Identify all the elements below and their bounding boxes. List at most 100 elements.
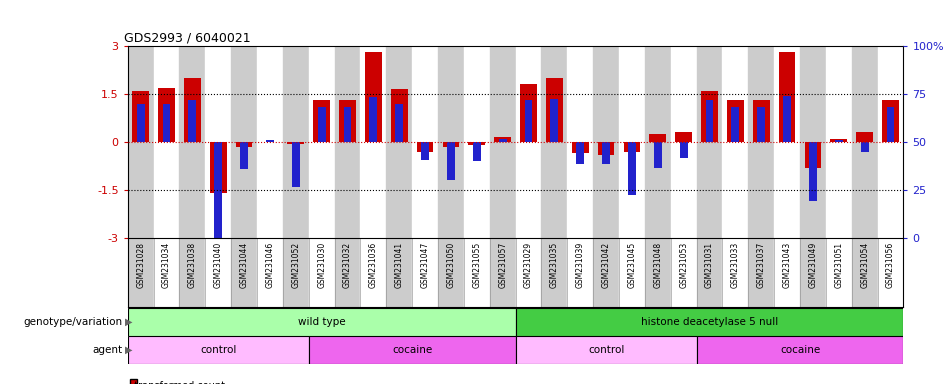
Bar <box>386 238 412 307</box>
Bar <box>339 101 356 142</box>
Bar <box>831 139 848 142</box>
Bar <box>137 104 145 142</box>
Bar <box>701 91 718 142</box>
Bar <box>490 46 516 238</box>
Text: GSM231038: GSM231038 <box>188 242 197 288</box>
Bar <box>571 142 588 153</box>
Bar <box>541 238 568 307</box>
Bar <box>576 142 584 164</box>
Bar <box>412 46 438 238</box>
Bar <box>520 84 537 142</box>
Bar <box>628 142 636 195</box>
Text: GDS2993 / 6040021: GDS2993 / 6040021 <box>124 32 251 45</box>
Bar <box>236 142 253 147</box>
Bar <box>395 104 403 142</box>
Bar <box>288 142 305 144</box>
Text: GSM231039: GSM231039 <box>576 242 585 288</box>
Bar <box>360 238 386 307</box>
Bar <box>180 46 205 238</box>
Text: ▶: ▶ <box>125 317 132 327</box>
Bar <box>205 238 231 307</box>
Bar <box>753 101 770 142</box>
Bar <box>826 238 851 307</box>
Bar <box>783 96 791 142</box>
Bar <box>593 46 619 238</box>
Bar <box>619 46 645 238</box>
Bar <box>231 238 257 307</box>
Text: GSM231055: GSM231055 <box>472 242 482 288</box>
Bar <box>516 336 696 364</box>
Bar <box>447 142 455 180</box>
Bar <box>163 104 170 142</box>
Bar <box>800 238 826 307</box>
Bar <box>619 238 645 307</box>
Text: GSM231040: GSM231040 <box>214 242 222 288</box>
Text: ▶: ▶ <box>125 345 132 355</box>
Bar <box>723 46 748 238</box>
Bar <box>835 141 843 142</box>
Bar <box>774 46 800 238</box>
Text: GSM231048: GSM231048 <box>654 242 662 288</box>
Bar <box>313 101 330 142</box>
Bar <box>516 308 903 336</box>
Text: GSM231035: GSM231035 <box>550 242 559 288</box>
Text: transformed count: transformed count <box>128 381 225 384</box>
Bar <box>882 101 899 142</box>
Bar <box>856 132 873 142</box>
Bar <box>335 46 360 238</box>
Bar <box>748 46 774 238</box>
Text: GSM231053: GSM231053 <box>679 242 688 288</box>
Text: GSM231043: GSM231043 <box>782 242 792 288</box>
Bar <box>443 142 460 147</box>
Bar <box>184 78 201 142</box>
Bar <box>210 142 227 193</box>
Bar <box>391 89 408 142</box>
Bar <box>593 238 619 307</box>
Bar <box>603 142 610 164</box>
Bar <box>878 46 903 238</box>
Bar <box>800 46 826 238</box>
Bar <box>490 238 516 307</box>
Bar <box>851 46 878 238</box>
Text: GSM231042: GSM231042 <box>602 242 610 288</box>
Text: histone deacetylase 5 null: histone deacetylase 5 null <box>640 317 779 327</box>
Bar <box>318 107 325 142</box>
Bar <box>494 137 511 142</box>
Text: GSM231056: GSM231056 <box>886 242 895 288</box>
Bar <box>343 107 351 142</box>
Bar <box>723 238 748 307</box>
Bar <box>696 46 723 238</box>
Bar <box>153 46 180 238</box>
Bar <box>654 142 661 168</box>
Bar <box>365 53 382 142</box>
Bar <box>826 46 851 238</box>
Bar <box>266 139 273 142</box>
Text: GSM231028: GSM231028 <box>136 242 145 288</box>
Bar <box>568 238 593 307</box>
Bar <box>645 46 671 238</box>
Bar <box>370 97 377 142</box>
Bar <box>468 142 485 145</box>
Text: GSM231047: GSM231047 <box>421 242 429 288</box>
Bar <box>696 336 903 364</box>
Text: GSM231034: GSM231034 <box>162 242 171 288</box>
Bar <box>128 46 153 238</box>
Bar <box>335 238 360 307</box>
Bar <box>386 46 412 238</box>
Bar <box>568 46 593 238</box>
Bar <box>499 139 506 142</box>
Text: GSM231031: GSM231031 <box>705 242 714 288</box>
Bar <box>748 238 774 307</box>
Bar <box>516 46 541 238</box>
Bar <box>696 238 723 307</box>
Bar <box>541 46 568 238</box>
Bar <box>649 134 666 142</box>
Text: GSM231051: GSM231051 <box>834 242 843 288</box>
Text: GSM231036: GSM231036 <box>369 242 377 288</box>
Bar <box>158 88 175 142</box>
Bar <box>804 142 821 168</box>
Bar <box>774 238 800 307</box>
Text: control: control <box>587 345 624 355</box>
Bar <box>727 101 744 142</box>
Bar <box>680 142 688 158</box>
